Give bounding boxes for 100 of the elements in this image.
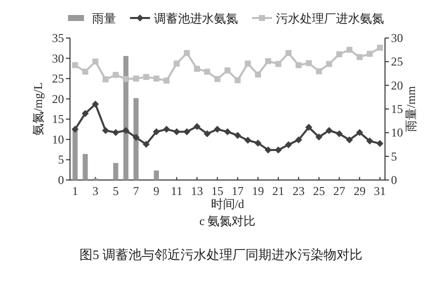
point (112, 72, 119, 78)
point (284, 141, 292, 148)
x-tick-label: 15 (211, 184, 224, 198)
y-tick-label: 30 (52, 51, 64, 66)
bar (154, 170, 159, 180)
point (184, 50, 190, 56)
point (174, 60, 180, 67)
point (204, 68, 210, 75)
point (153, 76, 160, 82)
point (254, 140, 262, 147)
point (316, 68, 322, 74)
point (152, 128, 160, 136)
y-tick-label: 10 (52, 132, 64, 146)
x-tick-label: 9 (153, 184, 160, 198)
point (234, 77, 241, 84)
point (204, 130, 211, 138)
point (163, 126, 170, 133)
y2-tick-label: 0 (391, 173, 397, 187)
point (346, 46, 352, 53)
x-axis-title: 时间/d (210, 197, 244, 211)
point (183, 128, 190, 136)
point (315, 133, 322, 140)
y-tick-label: 0 (58, 173, 64, 187)
y2-tick-label: 25 (391, 54, 403, 69)
bar (82, 154, 88, 180)
point (72, 62, 78, 68)
point (214, 126, 221, 133)
y2-tick-label: 15 (391, 102, 403, 116)
point (356, 129, 364, 136)
x-tick-label: 19 (252, 184, 264, 198)
y2-tick-label: 30 (391, 31, 403, 45)
point (244, 60, 251, 67)
x-tick-label: 31 (374, 184, 386, 198)
x-tick-label: 27 (333, 184, 346, 198)
y-tick-label: 35 (52, 31, 64, 45)
point (336, 130, 343, 138)
point (326, 60, 332, 67)
bar (113, 162, 118, 180)
point (224, 128, 231, 136)
point (122, 76, 129, 82)
point (366, 50, 373, 57)
point (296, 62, 302, 68)
text: c 氨氮对比 (199, 214, 256, 228)
x-tick-label: 7 (133, 184, 140, 198)
caption: 图5 调蓄池与邻近污水处理厂同期进水污染物对比 (80, 247, 362, 262)
point (173, 128, 180, 136)
bar (134, 98, 139, 180)
point (346, 136, 353, 144)
x-tick-label: 1 (72, 184, 78, 198)
point (295, 136, 302, 144)
point (224, 67, 230, 74)
point (82, 110, 89, 117)
point (234, 132, 242, 139)
point (112, 129, 120, 136)
y-tick-label: 25 (52, 72, 64, 86)
point (194, 122, 201, 130)
bar (123, 56, 128, 180)
y2-tick-label: 20 (391, 78, 403, 92)
point (122, 127, 130, 134)
x-tick-label: 11 (170, 184, 182, 198)
point (356, 54, 363, 60)
x-tick-label: 17 (232, 184, 244, 198)
bar (72, 130, 78, 180)
point (194, 66, 200, 72)
point (142, 140, 150, 148)
point (336, 51, 342, 58)
y2-tick-label: 10 (391, 126, 403, 140)
legend-label: 污水处理厂进水氨氮 (276, 12, 384, 26)
point (376, 140, 384, 147)
x-tick-label: 21 (272, 184, 284, 198)
point (72, 126, 79, 133)
point (326, 127, 333, 134)
point (275, 60, 282, 67)
legend-label: 雨量 (92, 12, 116, 26)
y-tick-label: 20 (52, 92, 64, 106)
point (92, 58, 98, 65)
y-tick-label: 15 (52, 112, 64, 126)
x-tick-label: 29 (354, 184, 366, 198)
point (376, 44, 383, 51)
point (102, 76, 109, 82)
point (366, 138, 374, 145)
point (244, 136, 252, 144)
y-tick-label: 5 (58, 152, 64, 167)
point (164, 78, 170, 84)
point (274, 146, 282, 154)
legend-label: 调蓄池进水氨氮 (154, 12, 238, 26)
point (132, 134, 140, 141)
point (306, 60, 312, 66)
point (305, 124, 312, 131)
x-tick-label: 5 (112, 184, 119, 198)
point (102, 127, 110, 134)
point (92, 100, 99, 108)
x-tick-label: 3 (92, 184, 98, 198)
point (265, 58, 272, 64)
point (143, 74, 150, 80)
point (133, 76, 140, 82)
y-axis-title: 氨氮/mg/L (31, 82, 45, 136)
point (254, 72, 261, 78)
point (82, 68, 88, 75)
y2-axis-title: 雨量/mm (404, 85, 418, 132)
